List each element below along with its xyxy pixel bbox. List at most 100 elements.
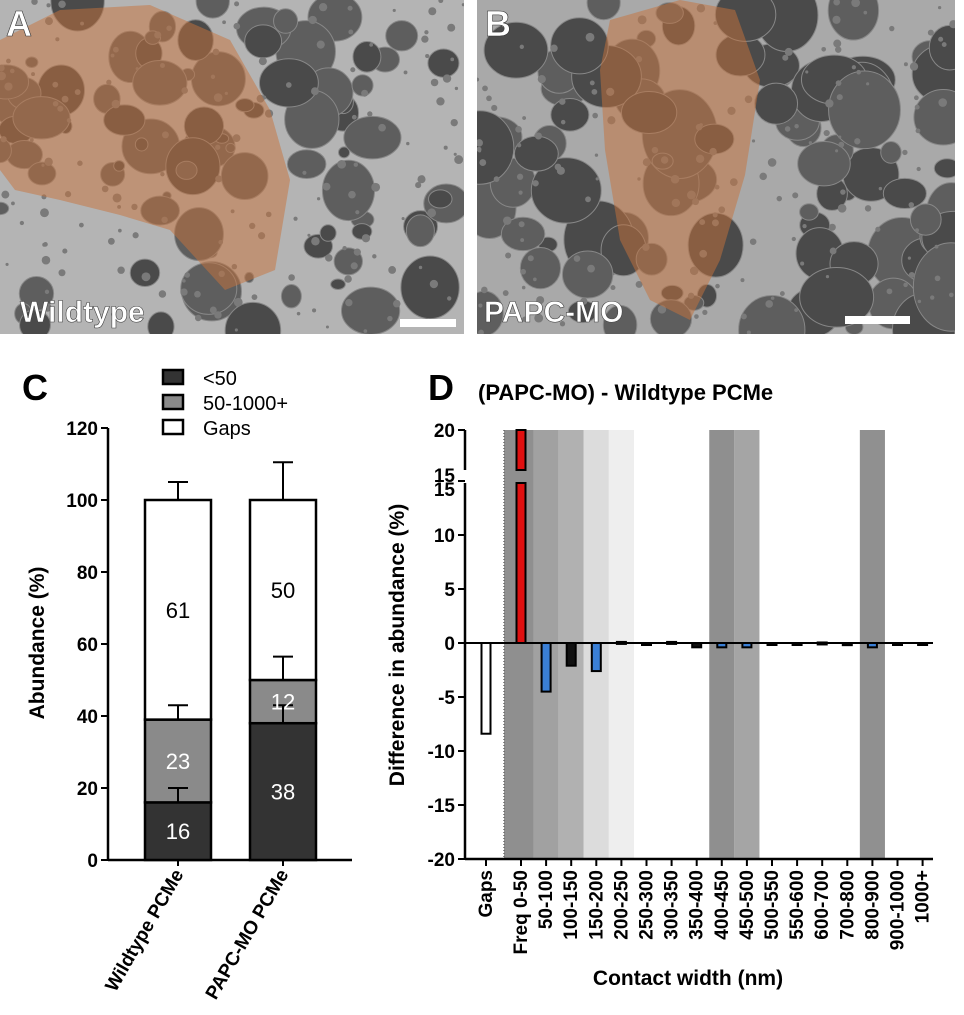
granule [800, 261, 805, 266]
granule [477, 77, 480, 82]
granule [427, 208, 437, 218]
granule [11, 201, 15, 206]
granule [835, 80, 842, 86]
organelle [147, 311, 175, 334]
granule [779, 291, 785, 296]
scale-bar [400, 319, 456, 327]
granule [311, 87, 319, 96]
d-x-tick-label: 250-300 [637, 870, 658, 940]
d-bar [590, 642, 602, 673]
granule [258, 57, 267, 66]
granule [443, 145, 448, 150]
panel-letter-d: D [428, 367, 454, 408]
granule [118, 228, 122, 233]
d-y-tick-label: 15 [434, 480, 456, 501]
c-bar-value-label: 16 [166, 819, 190, 844]
c-y-tick-label: 20 [77, 779, 98, 800]
organelle [19, 309, 51, 334]
granule [776, 195, 782, 202]
granule [930, 295, 935, 300]
granule [233, 297, 243, 307]
granule [878, 186, 883, 191]
granule [802, 223, 807, 229]
organelle [602, 304, 638, 334]
granule [838, 135, 842, 139]
organelle [405, 214, 435, 248]
granule [296, 311, 301, 316]
d-x-tick-label: 150-200 [586, 870, 607, 940]
organelle [928, 24, 955, 71]
granule [902, 149, 908, 156]
granule [559, 98, 566, 105]
organelle [400, 255, 460, 320]
granule [595, 177, 599, 181]
c-legend-swatch [161, 368, 185, 386]
granule [836, 94, 843, 101]
c-y-tick-label: 100 [66, 491, 98, 512]
granule [372, 254, 377, 259]
organelle [224, 301, 282, 334]
granule [450, 118, 458, 127]
granule [477, 149, 482, 153]
d-x-tick-label: 50-100 [536, 870, 557, 929]
granule [833, 39, 842, 48]
d-x-tick-label: 100-150 [561, 870, 582, 940]
granule [1, 190, 10, 199]
granule [107, 237, 115, 245]
difference-bar-chart: 15 10 5 0 -5 -10 -15 -20 20 15 Gaps Freq 0-50 50-100… [428, 421, 934, 954]
organelle [340, 286, 401, 334]
granule [348, 190, 356, 199]
granule [351, 114, 357, 120]
granule [518, 221, 525, 228]
granule [41, 255, 51, 265]
d-y-tick-label: 5 [444, 580, 455, 601]
granule [784, 126, 791, 132]
granule [825, 275, 830, 279]
d-x-tick-label: 1000+ [913, 870, 934, 923]
granule [587, 264, 595, 273]
d-x-tick-label: 450-500 [737, 870, 758, 940]
organelle [933, 158, 955, 179]
granule [58, 269, 66, 277]
granule [532, 180, 539, 187]
granule [417, 175, 426, 184]
granule [438, 0, 444, 4]
granule [430, 78, 439, 87]
granule [520, 238, 525, 243]
granule [316, 197, 321, 201]
granule [533, 277, 537, 282]
granule [782, 54, 789, 61]
organelle [797, 141, 851, 187]
granule [403, 70, 408, 75]
c-bar-value-label: 61 [166, 598, 190, 623]
granule [516, 142, 522, 148]
d-x-tick-label: Freq 0-50 [511, 870, 532, 954]
granule [770, 296, 775, 300]
granule [934, 275, 941, 282]
granule [808, 141, 813, 145]
organelle [280, 283, 302, 309]
granule [158, 290, 167, 298]
granule [293, 216, 298, 221]
granule [491, 104, 498, 112]
granule [521, 285, 526, 290]
d-x-tick-label: 700-800 [837, 870, 858, 940]
c-x-tick-label: PAPC-MO PCMe [202, 866, 293, 1003]
granule [316, 40, 325, 49]
granule [117, 266, 125, 274]
c-bar-value-label: 23 [166, 749, 190, 774]
granule [580, 297, 588, 305]
d-x-tick-label: Gaps [476, 870, 497, 918]
organelle [319, 224, 337, 242]
granule [635, 280, 643, 288]
granule [838, 141, 845, 148]
c-legend-label: 50-1000+ [203, 393, 288, 415]
c-y-tick-label: 40 [77, 707, 98, 728]
granule [792, 192, 799, 199]
granule [493, 176, 500, 183]
granule [325, 325, 329, 329]
granule [515, 126, 522, 133]
granule [44, 289, 50, 295]
organelle [286, 149, 327, 179]
